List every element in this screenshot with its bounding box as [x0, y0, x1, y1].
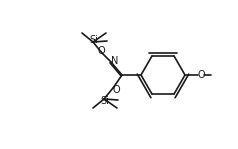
Text: Si: Si	[100, 96, 109, 106]
Text: Si: Si	[89, 35, 98, 45]
Text: O: O	[112, 85, 120, 95]
Text: O: O	[197, 69, 205, 80]
Text: N: N	[111, 55, 118, 66]
Text: O: O	[98, 45, 105, 55]
